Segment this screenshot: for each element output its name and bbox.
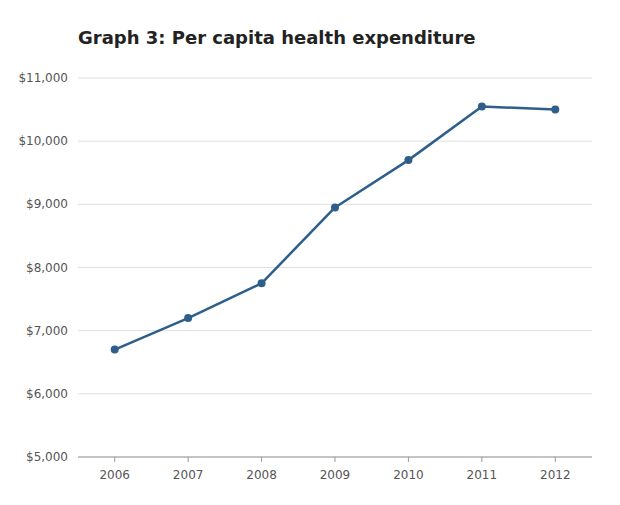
y-tick-label: $6,000 (26, 387, 68, 401)
x-tick-label: 2009 (320, 468, 351, 482)
line (115, 106, 556, 349)
plot-area (111, 102, 560, 353)
x-tick (481, 457, 482, 462)
y-tick-label: $9,000 (26, 197, 68, 211)
x-tick-label: 2007 (173, 468, 204, 482)
x-tick (261, 457, 262, 462)
x-tick (408, 457, 409, 462)
chart-container: Graph 3: Per capita health expenditure $5… (0, 0, 620, 505)
x-tick-label: 2010 (393, 468, 424, 482)
point (111, 346, 119, 354)
x-tick-label: 2008 (246, 468, 277, 482)
y-tick-label: $8,000 (26, 261, 68, 275)
point (478, 102, 486, 110)
x-tick (114, 457, 115, 462)
y-tick-label: $11,000 (18, 71, 68, 85)
x-tick (188, 457, 189, 462)
grid-line (78, 141, 592, 142)
x-tick (555, 457, 556, 462)
grid-line (78, 393, 592, 394)
chart: Graph 3: Per capita health expenditure $5… (0, 0, 620, 505)
point (404, 156, 412, 164)
title: Graph 3: Per capita health expenditure (78, 27, 476, 48)
point (258, 279, 266, 287)
x-tick (335, 457, 336, 462)
grid-line (78, 267, 592, 268)
x-tick-label: 2011 (467, 468, 498, 482)
grid-line (78, 78, 592, 79)
x-tick-label: 2006 (99, 468, 130, 482)
point (331, 203, 339, 211)
y-tick-label: $7,000 (26, 324, 68, 338)
point (184, 314, 192, 322)
y-grid (78, 78, 592, 457)
y-tick-label: $5,000 (26, 450, 68, 464)
x-tick-label: 2012 (540, 468, 571, 482)
y-tick-label: $10,000 (18, 134, 68, 148)
point (551, 106, 559, 114)
